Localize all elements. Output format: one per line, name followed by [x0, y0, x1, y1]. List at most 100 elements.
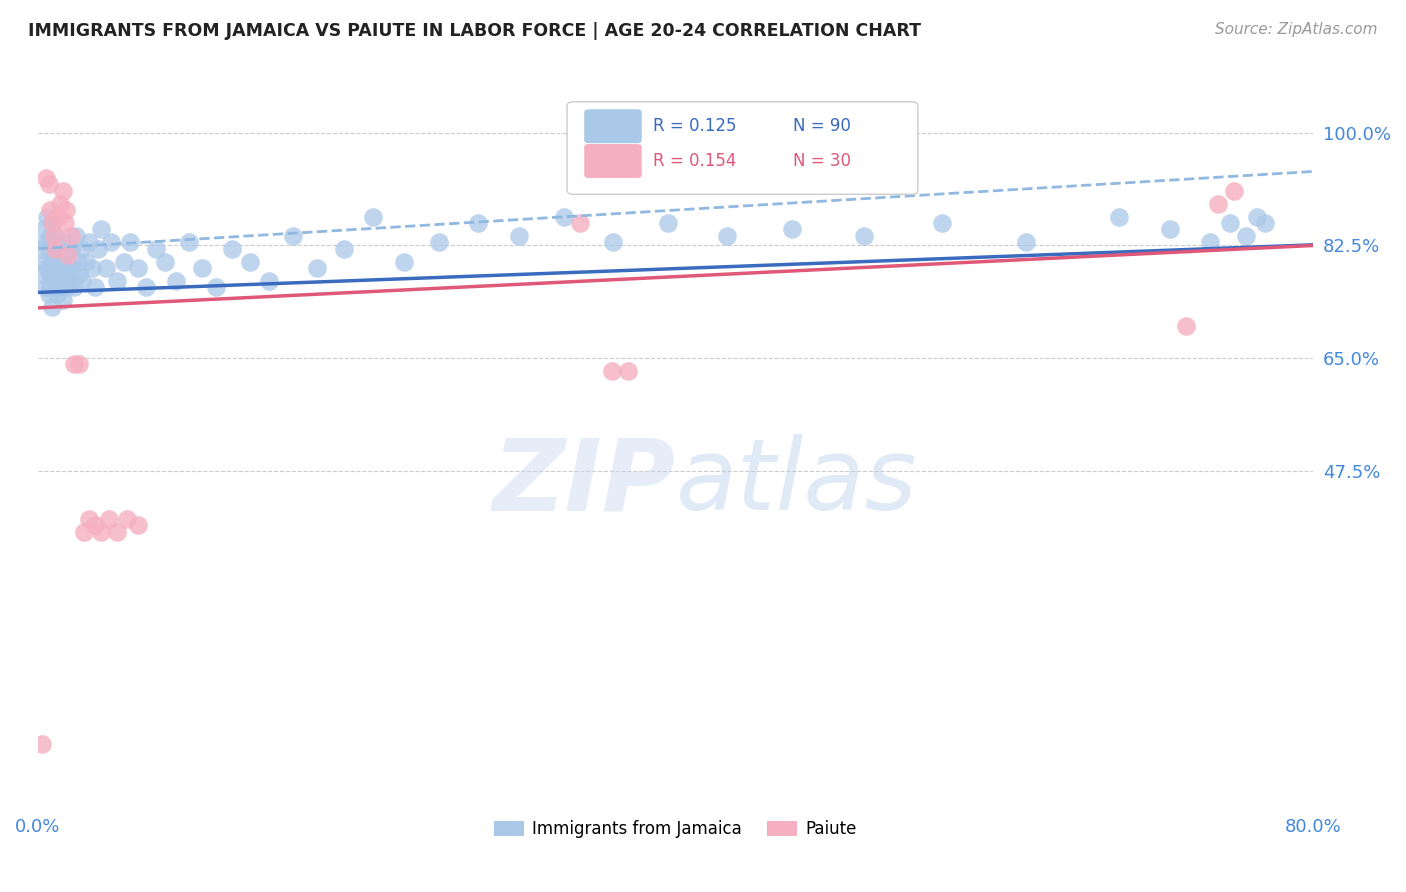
Point — [84, 518, 107, 533]
Point — [42, 274, 65, 288]
Point — [602, 235, 624, 250]
Text: R = 0.125: R = 0.125 — [652, 117, 735, 136]
Point — [62, 260, 84, 275]
Point — [145, 242, 167, 256]
Point — [107, 274, 129, 288]
Point — [34, 235, 56, 250]
Point — [568, 216, 591, 230]
Point — [73, 524, 96, 539]
Point — [55, 203, 77, 218]
Point — [48, 260, 70, 275]
Point — [333, 242, 356, 256]
Point — [51, 274, 73, 288]
Point — [77, 512, 100, 526]
Point — [49, 196, 72, 211]
Point — [155, 254, 177, 268]
Point — [87, 242, 110, 256]
Point — [179, 235, 201, 250]
Point — [55, 280, 77, 294]
Point — [38, 242, 60, 256]
Point — [44, 242, 66, 256]
Text: R = 0.154: R = 0.154 — [652, 152, 735, 170]
Point — [56, 248, 79, 262]
Text: Source: ZipAtlas.com: Source: ZipAtlas.com — [1215, 22, 1378, 37]
Point — [39, 268, 62, 282]
Point — [53, 216, 76, 230]
Point — [616, 364, 638, 378]
Legend: Immigrants from Jamaica, Paiute: Immigrants from Jamaica, Paiute — [488, 814, 863, 845]
Point — [96, 260, 118, 275]
Point — [32, 222, 55, 236]
Point — [1174, 318, 1197, 333]
Point — [1206, 196, 1229, 211]
Point — [37, 260, 59, 275]
Point — [58, 274, 80, 288]
Point — [34, 280, 56, 294]
Point — [48, 242, 70, 256]
Point — [90, 524, 112, 539]
Point — [429, 235, 451, 250]
Point — [467, 216, 489, 230]
Point — [84, 280, 107, 294]
Point — [38, 286, 60, 301]
Point — [1219, 216, 1241, 230]
Point — [100, 235, 122, 250]
Point — [107, 524, 129, 539]
Point — [361, 210, 384, 224]
FancyBboxPatch shape — [567, 102, 918, 194]
Point — [38, 178, 60, 192]
Point — [41, 216, 63, 230]
Point — [72, 274, 94, 288]
Point — [239, 254, 262, 268]
Point — [90, 222, 112, 236]
Point — [120, 235, 142, 250]
Point — [42, 260, 65, 275]
FancyBboxPatch shape — [585, 110, 641, 143]
Point — [51, 235, 73, 250]
Point — [1234, 228, 1257, 243]
Text: ZIP: ZIP — [492, 434, 675, 532]
Point — [931, 216, 953, 230]
Point — [39, 228, 62, 243]
Point — [205, 280, 228, 294]
Point — [63, 358, 86, 372]
Point — [52, 293, 75, 307]
Point — [1254, 216, 1277, 230]
Point — [44, 228, 66, 243]
Point — [63, 280, 86, 294]
Point — [60, 242, 83, 256]
Point — [41, 254, 63, 268]
Point — [1198, 235, 1220, 250]
Point — [394, 254, 416, 268]
Point — [657, 216, 679, 230]
Text: IMMIGRANTS FROM JAMAICA VS PAIUTE IN LABOR FORCE | AGE 20-24 CORRELATION CHART: IMMIGRANTS FROM JAMAICA VS PAIUTE IN LAB… — [28, 22, 921, 40]
Point — [1015, 235, 1038, 250]
Point — [1159, 222, 1181, 236]
Point — [31, 268, 53, 282]
Point — [32, 254, 55, 268]
Point — [31, 737, 53, 751]
Point — [69, 242, 91, 256]
Point — [508, 228, 530, 243]
Point — [55, 260, 77, 275]
Point — [42, 242, 65, 256]
Point — [115, 512, 138, 526]
FancyBboxPatch shape — [585, 145, 641, 178]
Point — [45, 268, 67, 282]
Point — [44, 248, 66, 262]
Point — [112, 254, 135, 268]
Point — [41, 216, 63, 230]
Point — [221, 242, 243, 256]
Point — [1108, 210, 1130, 224]
Point — [41, 300, 63, 314]
Point — [67, 268, 90, 282]
Point — [165, 274, 187, 288]
Point — [98, 512, 121, 526]
Point — [39, 203, 62, 218]
Point — [39, 280, 62, 294]
Point — [67, 358, 90, 372]
Point — [65, 228, 87, 243]
Point — [780, 222, 803, 236]
Point — [281, 228, 304, 243]
Point — [77, 235, 100, 250]
